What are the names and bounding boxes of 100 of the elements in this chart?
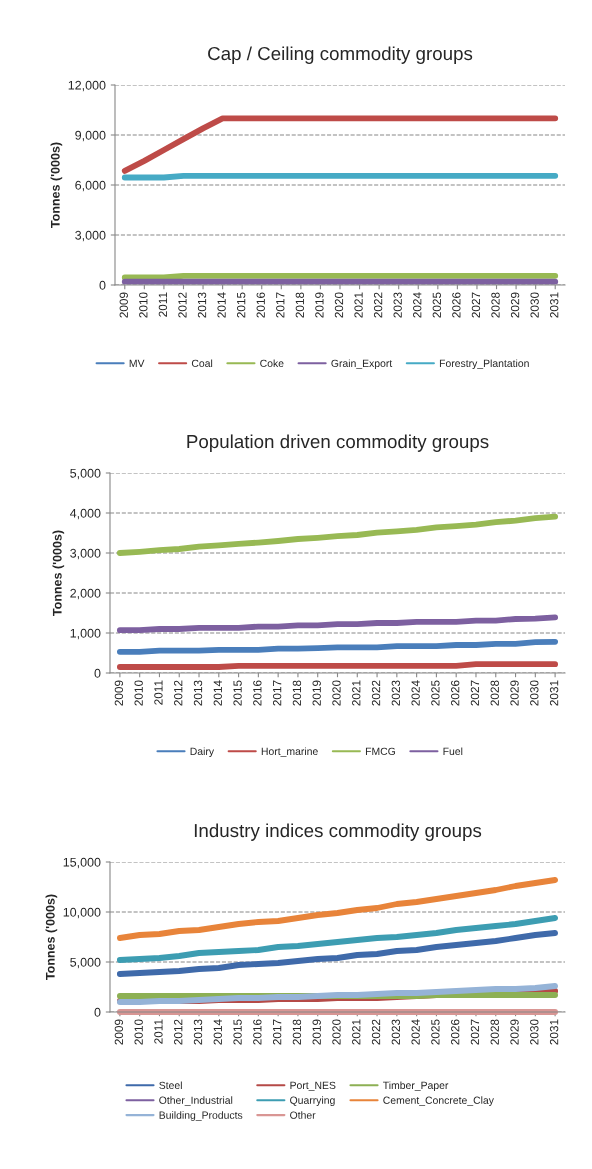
x-tick-label: 2012 [174, 680, 183, 706]
x-tick-label: 2021 [354, 292, 363, 318]
x-tick-label: 2026 [451, 1019, 460, 1045]
x-tick-label: 2017 [272, 1019, 282, 1045]
x-tick-label: 2017 [276, 292, 285, 318]
legend-label: FMCG [365, 747, 396, 756]
x-tick-label: 2018 [292, 1019, 302, 1045]
legend-label: Dairy [190, 747, 215, 758]
x-tick-label: 2016 [253, 1019, 262, 1045]
x-tick-label: 2022 [373, 292, 383, 318]
y-axis-title: Tonnes ('000s) [52, 530, 65, 616]
x-tick-label: 2025 [431, 680, 440, 706]
y-tick-label: 5,000 [70, 468, 101, 480]
x-tick-label: 2024 [411, 1019, 420, 1045]
x-tick-label: 2013 [197, 292, 207, 318]
x-tick-label: 2030 [530, 680, 539, 706]
y-tick-label: 3,000 [70, 548, 101, 560]
x-tick-label: 2015 [233, 680, 242, 706]
x-tick-label: 2027 [470, 1019, 480, 1045]
x-tick-label: 2011 [154, 680, 163, 705]
chart-title: Industry indices commodity groups [194, 823, 482, 841]
x-tick-label: 2015 [236, 292, 246, 318]
chart-title: Population driven commodity groups [187, 434, 489, 452]
legend-label: Forestry_Plantation [439, 359, 529, 370]
x-tick-label: 2012 [178, 292, 187, 318]
y-tick-label: 15,000 [63, 857, 101, 869]
x-tick-label: 2029 [510, 292, 520, 318]
y-tick-label: 9,000 [75, 130, 106, 142]
x-tick-label: 2012 [174, 1019, 183, 1045]
x-tick-label: 2020 [332, 1019, 341, 1045]
x-tick-label: 2017 [272, 680, 282, 706]
x-tick-label: 2026 [452, 292, 461, 318]
x-tick-label: 2016 [253, 680, 262, 706]
x-tick-label: 2010 [134, 680, 143, 706]
chart-title: Cap / Ceiling commodity groups [208, 46, 473, 64]
x-tick-label: 2014 [217, 292, 226, 318]
x-tick-label: 2009 [114, 680, 124, 706]
legend-label: Other_Industrial [159, 1096, 233, 1106]
x-tick-label: 2010 [134, 1019, 143, 1045]
x-tick-label: 2026 [451, 680, 460, 706]
x-tick-label: 2025 [431, 1019, 440, 1045]
x-tick-label: 2019 [315, 292, 324, 318]
x-tick-label: 2016 [256, 292, 265, 318]
legend-label: Steel [159, 1081, 182, 1090]
legend-label: Timber_Paper [383, 1081, 449, 1092]
x-tick-label: 2022 [371, 680, 381, 706]
y-axis-title: Tonnes ('000s) [50, 142, 63, 228]
x-tick-label: 2011 [158, 292, 168, 317]
x-tick-label: 2009 [114, 1019, 124, 1045]
legend-label: Cement_Concrete_Clay [383, 1096, 494, 1106]
x-tick-label: 2027 [470, 680, 480, 706]
legend-label: MV [129, 359, 145, 367]
x-tick-label: 2023 [391, 1019, 401, 1045]
x-tick-label: 2024 [413, 292, 422, 318]
x-tick-label: 2013 [193, 680, 203, 706]
legend-label: Coal [191, 359, 213, 368]
x-tick-label: 2020 [334, 292, 344, 318]
x-tick-label: 2031 [549, 1019, 559, 1045]
legend-label: Fuel [443, 747, 463, 756]
legend-label: Quarrying [290, 1096, 335, 1106]
y-tick-label: 3,000 [75, 230, 106, 242]
x-tick-label: 2031 [550, 292, 559, 318]
x-tick-label: 2030 [530, 1019, 539, 1045]
y-tick-label: 4,000 [69, 508, 101, 520]
x-tick-label: 2022 [371, 1019, 381, 1045]
x-tick-label: 2023 [391, 680, 401, 706]
legend-label: Building_Products [159, 1111, 243, 1121]
x-tick-label: 2027 [471, 292, 481, 318]
x-tick-label: 2014 [213, 680, 222, 706]
x-tick-label: 2009 [119, 292, 128, 318]
y-tick-label: 1,000 [70, 628, 101, 640]
x-tick-label: 2020 [332, 680, 341, 706]
y-tick-label: 0 [94, 668, 101, 678]
x-tick-label: 2029 [510, 1019, 519, 1045]
x-tick-label: 2013 [193, 1019, 203, 1045]
x-tick-label: 2023 [393, 292, 402, 318]
x-tick-label: 2029 [510, 680, 519, 706]
y-tick-label: 10,000 [63, 907, 101, 919]
y-tick-label: 2,000 [70, 588, 101, 600]
legend-label: Hort_marine [261, 747, 318, 757]
x-tick-label: 2015 [233, 1019, 242, 1045]
legend-label: Coke [260, 359, 284, 368]
x-tick-label: 2028 [490, 1019, 499, 1045]
x-tick-label: 2021 [352, 680, 361, 706]
y-tick-label: 5,000 [70, 957, 101, 969]
x-tick-label: 2028 [490, 680, 499, 706]
y-tick-label: 0 [94, 1007, 101, 1017]
x-tick-label: 2031 [549, 680, 559, 706]
x-tick-label: 2030 [530, 292, 539, 318]
x-tick-label: 2021 [352, 1019, 361, 1045]
x-tick-label: 2010 [139, 292, 148, 318]
x-tick-label: 2018 [295, 292, 305, 318]
x-tick-label: 2018 [292, 680, 302, 706]
x-tick-label: 2028 [491, 292, 500, 318]
x-tick-label: 2019 [312, 1019, 321, 1045]
y-tick-label: 0 [99, 280, 106, 290]
x-tick-label: 2019 [312, 680, 321, 706]
legend-label: Other [290, 1111, 316, 1119]
legend-label: Grain_Export [331, 359, 393, 370]
legend-label: Port_NES [290, 1081, 336, 1091]
